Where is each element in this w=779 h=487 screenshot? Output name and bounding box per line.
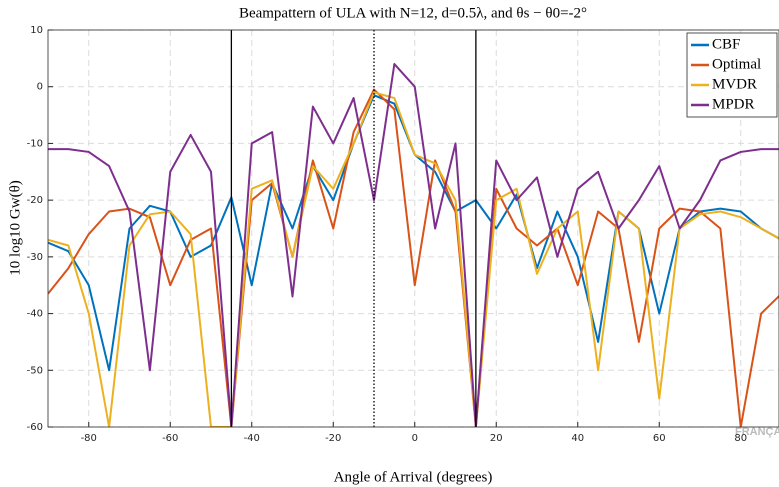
watermark: FRANÇAISE <box>735 426 779 438</box>
plot-area <box>48 30 779 427</box>
y-tick-label: 0 <box>37 82 43 93</box>
x-tick-label: -40 <box>244 433 260 444</box>
y-tick-label: -40 <box>27 309 43 320</box>
chart-title: Beampattern of ULA with N=12, d=0.5λ, an… <box>239 5 587 21</box>
series-line <box>48 88 779 427</box>
series-line <box>48 91 779 427</box>
y-axis-label: 10 log10 Gw(θ) <box>7 180 23 276</box>
x-tick-label: 80 <box>734 433 747 444</box>
y-tick-label: -60 <box>27 422 43 433</box>
y-tick-label: -10 <box>27 138 43 149</box>
legend-box <box>686 32 778 118</box>
x-axis-label: Angle of Arrival (degrees) <box>334 469 493 485</box>
y-tick-label: -20 <box>27 195 43 206</box>
legend-label: MVDR <box>712 76 757 92</box>
series-line <box>48 63 779 427</box>
y-tick-label: 10 <box>30 25 43 36</box>
legend-label: Optimal <box>712 56 761 72</box>
y-tick-label: -50 <box>27 365 43 376</box>
x-tick-label: 0 <box>412 433 418 444</box>
x-tick-label: -60 <box>162 433 178 444</box>
x-tick-label: -20 <box>325 433 341 444</box>
y-tick-label: -30 <box>27 252 43 263</box>
x-tick-label: 40 <box>571 433 584 444</box>
legend-label: CBF <box>712 36 740 52</box>
x-tick-label: 60 <box>653 433 666 444</box>
legend-label: MPDR <box>712 96 755 112</box>
axes-box <box>47 29 779 428</box>
x-tick-label: -80 <box>81 433 97 444</box>
x-tick-label: 20 <box>490 433 503 444</box>
